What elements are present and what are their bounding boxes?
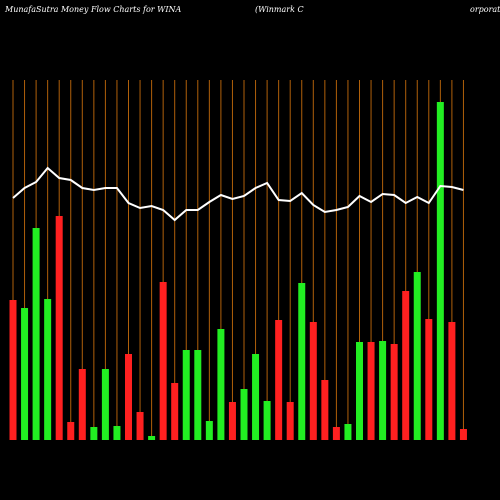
bar <box>459 429 467 440</box>
bar <box>194 350 202 440</box>
bar <box>148 436 156 440</box>
bar <box>390 344 398 440</box>
bar <box>344 424 352 440</box>
bar <box>125 354 132 440</box>
bar <box>32 228 40 440</box>
bar <box>252 354 260 440</box>
bar <box>286 402 294 440</box>
bar <box>425 319 433 440</box>
bar <box>21 308 29 440</box>
bar <box>263 401 271 440</box>
bar <box>55 216 63 440</box>
bar <box>275 320 283 440</box>
bar <box>436 102 444 440</box>
bar <box>332 427 340 440</box>
bar <box>228 402 236 440</box>
bar <box>159 282 167 440</box>
bar <box>44 299 52 440</box>
bar <box>90 427 98 440</box>
bar <box>402 291 410 440</box>
bar <box>321 380 329 440</box>
bar <box>205 421 213 440</box>
chart-subtitle-right: orporati <box>470 5 500 14</box>
bar <box>78 369 86 440</box>
bar <box>379 341 387 440</box>
bar <box>101 369 109 440</box>
bar <box>136 412 144 440</box>
bar <box>413 272 421 440</box>
bar <box>298 283 306 440</box>
bar <box>309 322 317 440</box>
bar <box>217 329 225 440</box>
bar <box>448 322 456 440</box>
chart-title: MunafaSutra Money Flow Charts for WINA <box>4 5 182 14</box>
bar <box>182 350 190 440</box>
bar <box>113 426 121 440</box>
bar <box>9 300 17 440</box>
bar <box>356 342 363 440</box>
chart-subtitle: (Winmark C <box>255 5 304 14</box>
bar <box>67 422 75 440</box>
line <box>12 166 464 222</box>
bar <box>367 342 375 440</box>
bar <box>240 389 248 440</box>
bar <box>171 383 179 440</box>
